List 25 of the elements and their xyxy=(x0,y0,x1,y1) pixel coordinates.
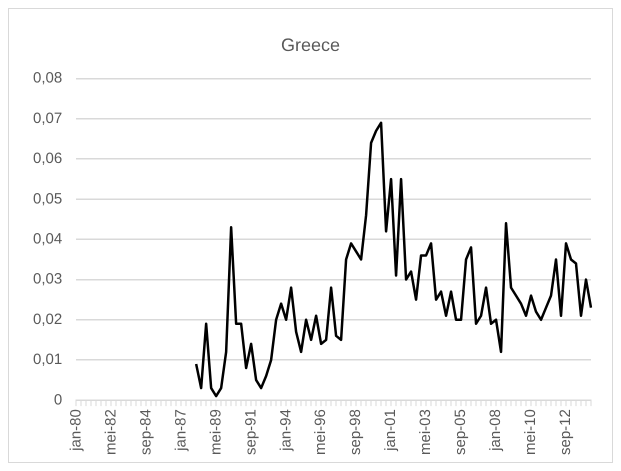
x-tick-label: sep-84 xyxy=(137,409,154,456)
x-tick-label: sep-12 xyxy=(557,409,574,456)
y-tick-label: 0 xyxy=(54,391,62,408)
x-tick-label: mei-82 xyxy=(102,409,120,455)
x-tick-label: jan-01 xyxy=(382,409,400,452)
x-tick-label: jan-94 xyxy=(277,409,294,452)
x-tick-label: mei-03 xyxy=(417,409,434,455)
x-tick-label: mei-89 xyxy=(207,409,224,455)
x-tick-label: sep-91 xyxy=(242,409,260,456)
y-tick-label: 0,03 xyxy=(32,270,62,288)
y-tick-label: 0,07 xyxy=(32,110,62,127)
y-tick-label: 0,08 xyxy=(32,70,62,87)
chart-title: Greece xyxy=(280,34,340,55)
x-tick-label: sep-05 xyxy=(452,409,470,456)
y-tick-label: 0,02 xyxy=(32,310,62,328)
x-tick-label: jan-87 xyxy=(172,409,190,452)
y-tick-label: 0,05 xyxy=(32,190,62,208)
x-tick-label: jan-08 xyxy=(487,409,504,452)
y-tick-label: 0,06 xyxy=(32,150,62,168)
x-tick-label: mei-10 xyxy=(522,409,540,455)
y-tick-label: 0,01 xyxy=(32,351,62,368)
y-tick-label: 0,04 xyxy=(32,230,62,248)
x-tick-label: sep-98 xyxy=(347,409,364,456)
x-tick-label: mei-96 xyxy=(312,409,330,455)
x-tick-label: jan-80 xyxy=(67,409,84,452)
